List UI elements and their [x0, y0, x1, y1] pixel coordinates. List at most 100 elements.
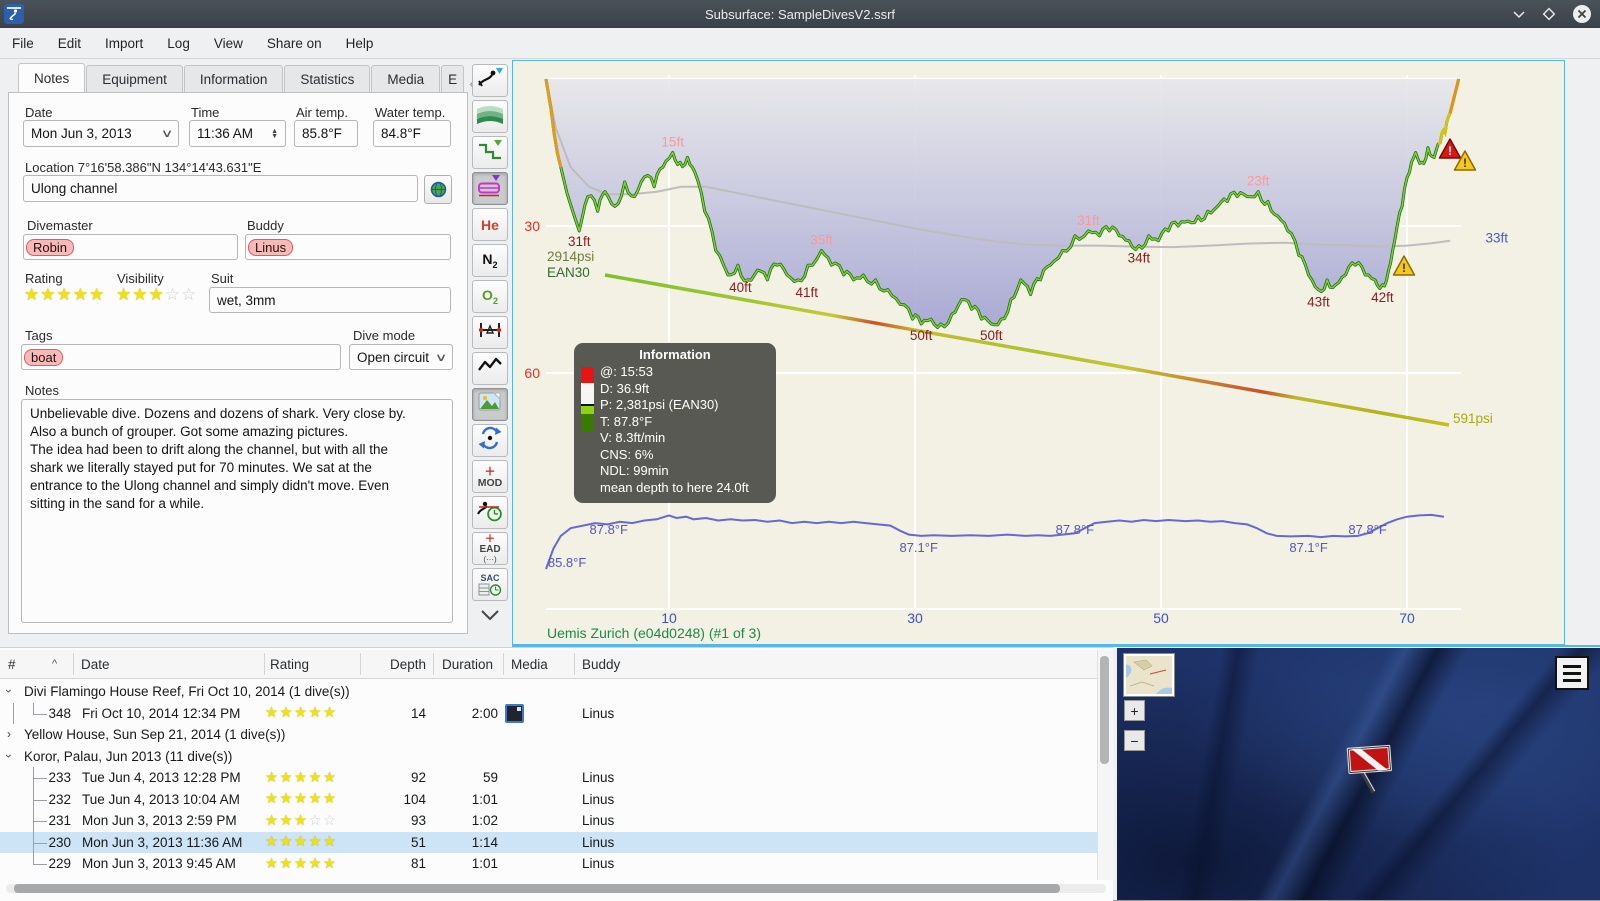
mod-icon[interactable]: ＋ MOD [472, 460, 508, 493]
ruler-icon[interactable] [472, 316, 508, 349]
air-temp-field[interactable]: 85.8°F [294, 120, 358, 147]
dive-rating: ★ ★ ★ ★ ★ [265, 767, 360, 789]
maximize-button[interactable] [1542, 7, 1556, 21]
svg-text:87.1°F: 87.1°F [1289, 540, 1328, 555]
location-globe-button[interactable] [424, 175, 452, 204]
star-icon: ★ [294, 834, 309, 851]
helium-graph-icon[interactable]: He [472, 208, 508, 241]
menu-item-log[interactable]: Log [167, 35, 190, 51]
column-header-date[interactable]: Date [81, 656, 110, 672]
tags-field[interactable]: boat [21, 344, 341, 370]
dive-row[interactable]: 232 Tue Jun 4, 2013 10:04 AM ★ ★ ★ ★ ★ 104 1:01 L… [0, 788, 1097, 810]
gradient-factor-glyph [476, 102, 504, 131]
dive-flag-marker[interactable] [1345, 734, 1415, 800]
dive-row[interactable]: 231 Mon Jun 3, 2013 2:59 PM ★ ★ ★ ☆ ☆ 93 1:02 Lin… [0, 810, 1097, 832]
column-header-duration[interactable]: Duration [442, 656, 494, 672]
tag-chip[interactable]: boat [24, 348, 64, 366]
rating-stars[interactable]: ★★★★★ [24, 286, 105, 304]
trip-row[interactable]: › Koror, Palau, Jun 2013 (11 dive(s)) [0, 746, 1097, 768]
rating-label: Rating [25, 271, 63, 286]
tab-scroll-left-icon[interactable]: ‹ [465, 73, 478, 93]
dive-duration: 1:01 [471, 856, 498, 872]
dive-duration: 2:00 [471, 705, 498, 721]
tab-information[interactable]: Information [183, 65, 284, 93]
collapse-arrow-icon[interactable]: › [2, 753, 16, 758]
menu-item-edit[interactable]: Edit [57, 35, 82, 51]
dive-row[interactable]: 229 Mon Jun 3, 2013 9:45 AM ★ ★ ★ ★ ★ 81 1:01 Lin… [0, 853, 1097, 875]
location-field[interactable]: Ulong channel [23, 175, 418, 202]
heart-rate-icon[interactable] [472, 352, 508, 385]
dc-ceiling-icon[interactable] [472, 136, 508, 169]
tab-equipment[interactable]: Equipment [86, 65, 183, 93]
tab-media[interactable]: Media [371, 65, 441, 93]
nitrogen-graph-icon[interactable]: N2 [472, 244, 508, 277]
water-temp-field[interactable]: 84.8°F [373, 120, 451, 147]
column-header-number[interactable]: # [8, 656, 16, 672]
dive-date: Tue Jun 4, 2013 10:04 AM [82, 791, 240, 807]
map-overview-thumbnail[interactable] [1123, 653, 1175, 697]
tab-notes[interactable]: Notes [18, 63, 86, 93]
expand-arrow-icon[interactable]: › [7, 727, 11, 741]
menu-item-help[interactable]: Help [345, 35, 374, 51]
map-zoom-out-button[interactable]: − [1124, 730, 1145, 751]
divemaster-field[interactable]: Robin [23, 234, 238, 260]
collapse-arrow-icon[interactable]: › [2, 689, 16, 693]
menu-item-view[interactable]: View [213, 35, 243, 51]
minimize-button[interactable] [1512, 7, 1526, 21]
tab-e[interactable]: E [441, 65, 465, 93]
column-header-rating[interactable]: Rating [270, 656, 310, 672]
menu-item-import[interactable]: Import [105, 35, 144, 51]
column-header-depth[interactable]: Depth [389, 656, 426, 672]
show-photos-icon[interactable] [472, 388, 508, 421]
splitter-line[interactable] [512, 645, 1600, 647]
date-combobox[interactable]: Mon Jun 3, 2013 ∨ [23, 120, 179, 147]
sort-indicator-icon[interactable]: ^ [52, 658, 58, 670]
ndl-diver-icon[interactable] [472, 496, 508, 529]
visibility-stars[interactable]: ★★★☆☆ [116, 286, 197, 304]
dive-profile-plot[interactable]: 30 60 10 30 50 70 31ft 15ft 40ft 41ft 35ft 50ft 50ft… [513, 61, 1564, 644]
info-box-row: @: 15:53 [600, 364, 653, 379]
dive-row[interactable]: 230 Mon Jun 3, 2013 11:36 AM ★ ★ ★ ★ ★ 51 1:14 Li… [0, 831, 1097, 853]
buddy-field[interactable]: Linus [245, 234, 451, 260]
rescale-diver-icon[interactable] [472, 424, 508, 457]
dive-row[interactable]: 233 Tue Jun 4, 2013 12:28 PM ★ ★ ★ ★ ★ 92 59 Linu… [0, 767, 1097, 789]
svg-text:60: 60 [524, 365, 540, 381]
map-menu-button[interactable] [1555, 656, 1589, 690]
menu-item-file[interactable]: File [12, 35, 34, 51]
divemaster-chip[interactable]: Robin [26, 238, 74, 256]
dive-site-map[interactable]: + − [1117, 648, 1600, 900]
sac-icon[interactable]: SAC [472, 568, 508, 601]
tank-bar-glyph [477, 173, 503, 204]
dive-mode-combobox[interactable]: Open circuit ∨ [349, 344, 453, 370]
trip-row[interactable]: › Divi Flamingo House Reef, Fri Oct 10, 2… [0, 681, 1097, 703]
calculated-ceiling-icon[interactable] [472, 64, 508, 97]
star-icon: ☆ [164, 285, 181, 304]
ead-icon[interactable]: ＋ EAD (···) [472, 532, 508, 565]
time-spinbox[interactable]: 11:36 AM ▲ ▼ [189, 120, 286, 147]
suit-field[interactable]: wet, 3mm [209, 287, 451, 313]
menu-item-share-on[interactable]: Share on [266, 35, 322, 51]
close-button[interactable] [1572, 4, 1592, 24]
svg-text:85.8°F: 85.8°F [548, 555, 587, 570]
trip-row[interactable]: › Yellow House, Sun Sep 21, 2014 (1 dive(… [0, 724, 1097, 746]
tab-statistics[interactable]: Statistics [284, 65, 371, 93]
location-label: Location 7°16'58.386"N 134°14'43.631"E [25, 160, 262, 175]
map-zoom-in-button[interactable]: + [1124, 700, 1145, 721]
spinner-arrows-icon[interactable]: ▲ ▼ [271, 127, 278, 140]
dive-row[interactable]: 348 Fri Oct 10, 2014 12:34 PM ★ ★ ★ ★ ★ 14 2:00 L… [0, 702, 1097, 724]
dive-list-horizontal-scrollbar-thumb[interactable] [14, 884, 1060, 893]
buddy-chip[interactable]: Linus [248, 238, 294, 256]
media-thumbnail-icon[interactable] [505, 703, 524, 723]
svg-text:30: 30 [524, 218, 540, 234]
column-header-buddy[interactable]: Buddy [582, 656, 621, 672]
oxygen-graph-icon[interactable]: O2 [472, 280, 508, 313]
gradient-factor-icon[interactable] [472, 100, 508, 133]
dive-list-vertical-scrollbar-thumb[interactable] [1100, 656, 1109, 764]
tank-bar-icon[interactable] [472, 172, 508, 205]
svg-text:EAN30: EAN30 [547, 265, 590, 280]
toolbar-collapse-button[interactable] [479, 608, 501, 627]
dive-profile-chart[interactable]: 30 60 10 30 50 70 31ft 15ft 40ft 41ft 35ft 50ft 50ft… [512, 60, 1565, 645]
notes-textarea[interactable]: Unbelievable dive. Dozens and dozens of … [21, 399, 453, 623]
column-header-media[interactable]: Media [511, 656, 548, 672]
calculated-ceiling-glyph [477, 65, 503, 96]
